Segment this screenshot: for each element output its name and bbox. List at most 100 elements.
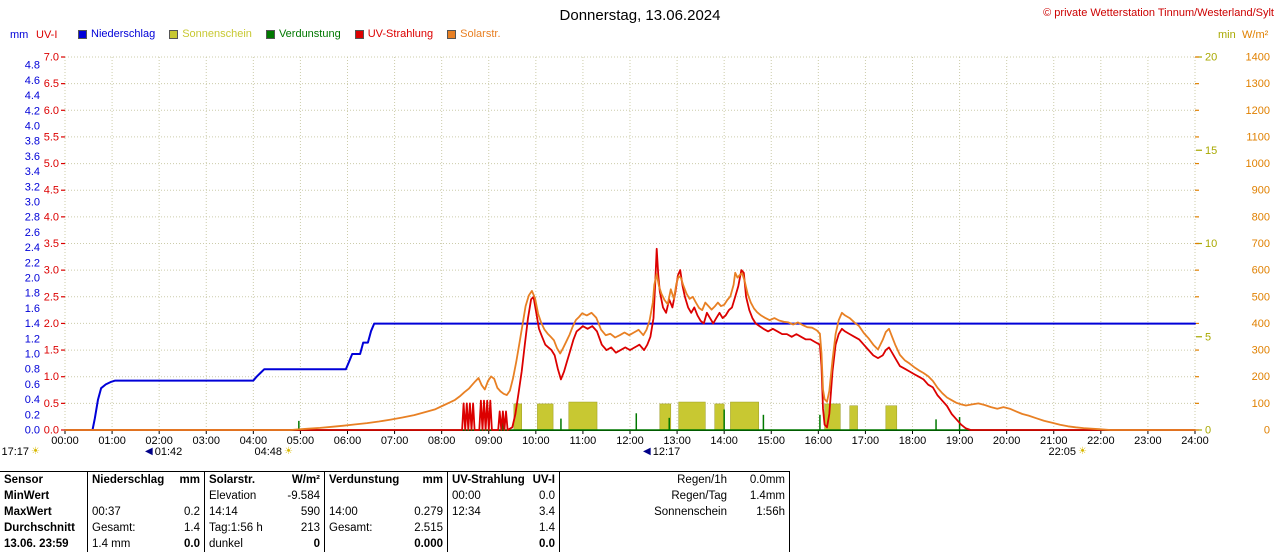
svg-text:3.6: 3.6 [25, 151, 40, 163]
time-marker-label: 17:17 [1, 446, 30, 458]
time-marker-2205: 22:05 ☀ [1049, 446, 1088, 458]
svg-text:1.6: 1.6 [25, 303, 40, 315]
table-header-uv: UV-Strahlung UV-I [448, 472, 560, 488]
svg-text:100: 100 [1252, 398, 1270, 410]
svg-text:4.0: 4.0 [25, 121, 40, 133]
time-marker-label: 12:17 [652, 446, 681, 458]
legend: Niederschlag Sonnenschein Verdunstung UV-St… [78, 28, 501, 40]
svg-text:4.5: 4.5 [44, 185, 59, 197]
svg-text:0.0: 0.0 [25, 425, 40, 437]
svg-text:22:00: 22:00 [1087, 435, 1115, 447]
copyright-station-link[interactable]: © private Wetterstation Tinnum/Westerlan… [1043, 7, 1274, 19]
legend-label: UV-Strahlung [367, 28, 434, 40]
svg-text:19:00: 19:00 [946, 435, 974, 447]
svg-text:2.8: 2.8 [25, 212, 40, 224]
svg-text:0.8: 0.8 [25, 364, 40, 376]
series-verdunstung [65, 409, 1195, 431]
table-row-label-durchschnitt: Durchschnitt [0, 520, 88, 536]
cell-nieder-last: 1.4 mm 0.0 [88, 536, 205, 552]
svg-text:08:00: 08:00 [428, 435, 456, 447]
legend-label: Niederschlag [91, 28, 156, 40]
legend-swatch-icon [169, 29, 179, 39]
svg-text:15: 15 [1205, 145, 1217, 157]
svg-text:23:00: 23:00 [1134, 435, 1162, 447]
info-regen-1h: Regen/1h 0.0mm [560, 472, 790, 488]
svg-text:700: 700 [1252, 238, 1270, 250]
table-header-niederschlag: Niederschlag mm [88, 472, 205, 488]
svg-text:2.6: 2.6 [25, 227, 40, 239]
sun-marker-icon: ☀ [1078, 446, 1087, 457]
time-marker-0142: ◀ 01:42 [145, 446, 182, 458]
legend-label: Verdunstung [278, 28, 341, 40]
legend-swatch-icon [354, 29, 364, 39]
svg-text:4.4: 4.4 [25, 90, 40, 102]
legend-swatch-icon [447, 29, 457, 39]
svg-text:10: 10 [1205, 238, 1217, 250]
svg-text:0.5: 0.5 [44, 398, 59, 410]
svg-text:17:00: 17:00 [852, 435, 880, 447]
table-row-label-maxwert: MaxWert [0, 504, 88, 520]
svg-text:2.4: 2.4 [25, 242, 40, 254]
svg-text:0: 0 [1205, 425, 1211, 437]
sun-marker-icon: ☀ [31, 446, 40, 457]
cell-solar-avg: Tag:1:56 h 213 [205, 520, 325, 536]
table-row-label-minwert: MinWert [0, 488, 88, 504]
svg-text:2.2: 2.2 [25, 257, 40, 269]
cell-solar-last: dunkel 0 [205, 536, 325, 552]
y-axis-min: 0 5 10 15 20 [1196, 52, 1217, 437]
cell-nieder-min-empty [88, 488, 205, 504]
svg-text:1.8: 1.8 [25, 288, 40, 300]
svg-text:300: 300 [1252, 345, 1270, 357]
svg-text:0.0: 0.0 [44, 425, 59, 437]
info-empty-1 [560, 520, 790, 536]
time-marker-0448: 04:48 ☀ [255, 446, 294, 458]
svg-text:13:00: 13:00 [663, 435, 691, 447]
gridlines [64, 56, 1196, 430]
svg-text:09:00: 09:00 [475, 435, 503, 447]
cell-uv-min: 00:00 0.0 [448, 488, 560, 504]
stats-table: Sensor Niederschlag mm Solarstr. W/m² Verd… [0, 471, 790, 552]
svg-text:06:00: 06:00 [334, 435, 362, 447]
moon-marker-icon: ◀ [145, 446, 153, 457]
series-sonnenschein [513, 401, 898, 431]
svg-text:21:00: 21:00 [1040, 435, 1068, 447]
svg-text:1.5: 1.5 [44, 345, 59, 357]
axis-label-min: min [1218, 29, 1236, 41]
svg-text:10:00: 10:00 [522, 435, 550, 447]
svg-text:1100: 1100 [1246, 131, 1270, 143]
svg-text:05:00: 05:00 [287, 435, 315, 447]
cell-solar-max: 14:14 590 [205, 504, 325, 520]
info-regen-tag: Regen/Tag 1.4mm [560, 488, 790, 504]
svg-text:1300: 1300 [1246, 78, 1270, 90]
cell-nieder-max: 00:37 0.2 [88, 504, 205, 520]
svg-text:5.5: 5.5 [44, 131, 59, 143]
series-niederschlag [64, 322, 1196, 431]
svg-text:2.0: 2.0 [25, 273, 40, 285]
svg-text:400: 400 [1252, 318, 1270, 330]
svg-text:1400: 1400 [1246, 52, 1270, 64]
svg-text:20:00: 20:00 [993, 435, 1021, 447]
time-marker-label: 01:42 [154, 446, 183, 458]
svg-text:16:00: 16:00 [805, 435, 833, 447]
table-row-label-timestamp: 13.06. 23:59 [0, 536, 88, 552]
svg-text:1.4: 1.4 [25, 318, 40, 330]
series-solarstr- [64, 271, 1196, 431]
info-empty-2 [560, 536, 790, 552]
svg-text:0.6: 0.6 [25, 379, 40, 391]
svg-text:1200: 1200 [1246, 105, 1270, 117]
time-marker-label: 22:05 [1048, 446, 1077, 458]
svg-text:2.0: 2.0 [44, 318, 59, 330]
axis-label-wm2: W/m² [1242, 29, 1269, 41]
cell-verd-avg: Gesamt: 2.515 [325, 520, 448, 536]
page-title: Donnerstag, 13.06.2024 [559, 7, 721, 24]
svg-text:3.0: 3.0 [25, 197, 40, 209]
svg-text:200: 200 [1252, 371, 1270, 383]
legend-swatch-icon [265, 29, 275, 39]
svg-text:3.5: 3.5 [44, 238, 59, 250]
svg-text:1.0: 1.0 [44, 371, 59, 383]
svg-text:18:00: 18:00 [899, 435, 927, 447]
svg-text:6.5: 6.5 [44, 78, 59, 90]
time-marker-label: 04:48 [254, 446, 283, 458]
svg-text:1000: 1000 [1246, 158, 1270, 170]
